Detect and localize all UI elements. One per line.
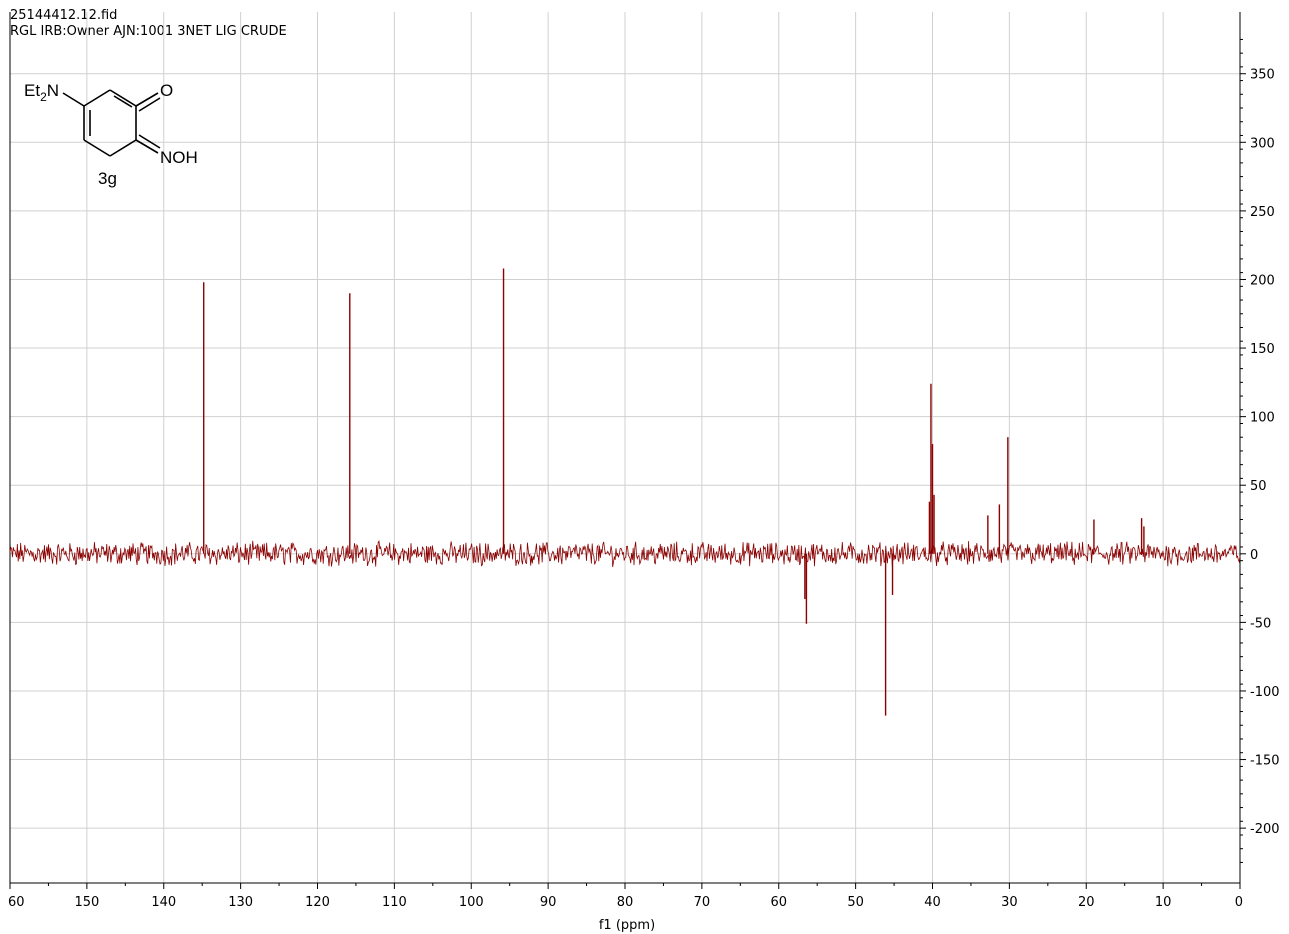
spectrum-trace bbox=[9, 540, 1241, 568]
x-tick-label: 150 bbox=[74, 895, 99, 910]
x-tick-label: 40 bbox=[924, 895, 941, 910]
carbonyl-label: O bbox=[160, 81, 173, 100]
file-name: 25144412.12.fid bbox=[10, 8, 118, 23]
y-tick-label: 350 bbox=[1250, 68, 1275, 83]
x-tick-label: 80 bbox=[617, 895, 634, 910]
ring-bond bbox=[109, 139, 137, 157]
spectrum-peaks bbox=[203, 268, 1145, 716]
y-tick-label: -200 bbox=[1250, 822, 1280, 837]
x-tick-label: 10 bbox=[1155, 895, 1172, 910]
x-tick-label: 60 bbox=[8, 895, 25, 910]
x-tick-label: 50 bbox=[847, 895, 864, 910]
x-tick-label: 20 bbox=[1078, 895, 1095, 910]
oxime-double-bond bbox=[138, 134, 161, 149]
chemical-structure bbox=[62, 89, 161, 157]
amine-label: Et2N bbox=[24, 81, 59, 104]
x-tick-label: 30 bbox=[1001, 895, 1018, 910]
x-tick-label: 60 bbox=[770, 895, 787, 910]
y-tick-label: 0 bbox=[1250, 548, 1258, 563]
ring-bond bbox=[83, 139, 111, 157]
y-tick-label: -50 bbox=[1250, 616, 1271, 631]
y-axis-ticks: 350 300 250 200 150 100 50 0 -50 -100 -150 -200 bbox=[1240, 38, 1280, 863]
y-tick-label: -150 bbox=[1250, 754, 1280, 769]
spectrum-baseline-noise bbox=[9, 540, 1241, 568]
ring-bond bbox=[83, 89, 111, 107]
y-tick-label: 150 bbox=[1250, 342, 1275, 357]
y-tick-label: 250 bbox=[1250, 205, 1275, 220]
y-tick-label: -100 bbox=[1250, 685, 1280, 700]
x-tick-label: 130 bbox=[228, 895, 253, 910]
ring-double-bond bbox=[113, 95, 133, 108]
x-tick-label: 90 bbox=[540, 895, 557, 910]
carbonyl-double-bond bbox=[138, 97, 161, 112]
y-tick-label: 200 bbox=[1250, 273, 1275, 288]
oxime-label: NOH bbox=[160, 148, 198, 167]
compound-label: 3g bbox=[98, 169, 117, 188]
spectrum-header: 25144412.12.fid RGL IRB:Owner AJN:1001 3… bbox=[10, 8, 287, 40]
y-tick-label: 100 bbox=[1250, 411, 1275, 426]
amine-bond bbox=[62, 92, 85, 107]
grid-lines bbox=[9, 12, 1241, 883]
experiment-description: RGL IRB:Owner AJN:1001 3NET LIG CRUDE bbox=[10, 24, 287, 39]
x-axis-ticks: 60 150 140 130 120 110 100 90 80 70 60 50 40 30 20 10 0 bbox=[8, 883, 1243, 910]
carbonyl-bond bbox=[135, 92, 159, 107]
x-tick-label: 110 bbox=[382, 895, 407, 910]
x-tick-label: 140 bbox=[151, 895, 176, 910]
x-axis-label: f1 (ppm) bbox=[599, 918, 655, 933]
y-tick-label: 50 bbox=[1250, 479, 1267, 494]
oxime-bond bbox=[135, 139, 159, 154]
structure-labels: Et2N O NOH 3g bbox=[24, 81, 198, 188]
x-tick-label: 0 bbox=[1235, 895, 1243, 910]
ring-bond bbox=[109, 89, 137, 107]
x-tick-label: 120 bbox=[305, 895, 330, 910]
x-tick-label: 70 bbox=[694, 895, 711, 910]
x-tick-label: 100 bbox=[459, 895, 484, 910]
y-tick-label: 300 bbox=[1250, 136, 1275, 151]
